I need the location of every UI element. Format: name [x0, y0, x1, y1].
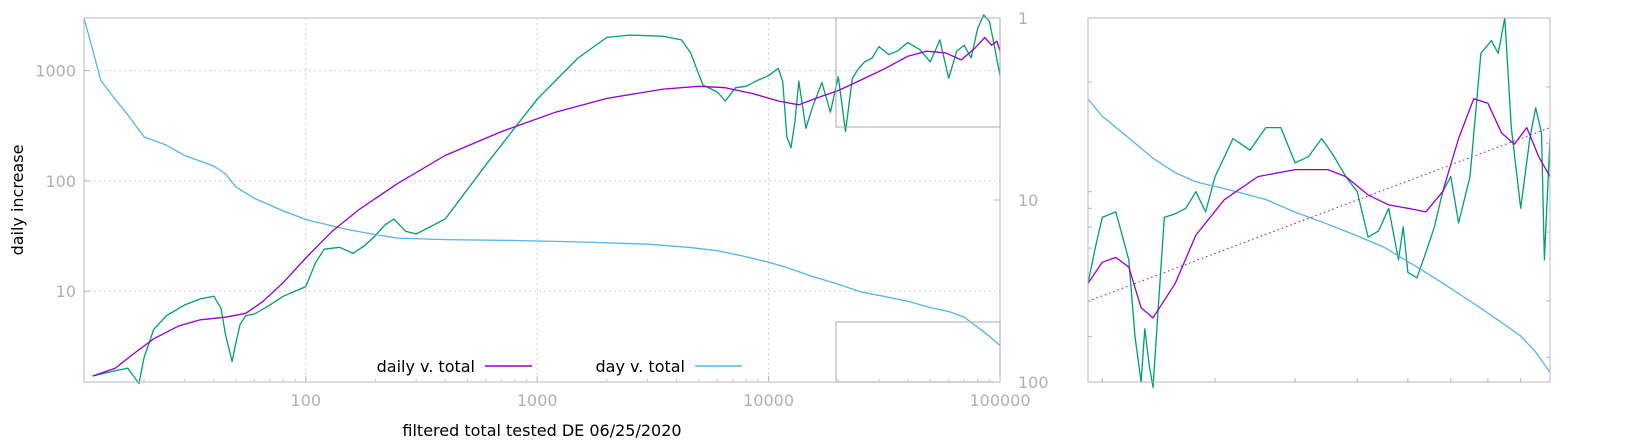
- main-series-layer: [83, 14, 1001, 385]
- x-tick-label-2: 10000: [743, 391, 794, 410]
- inset-series-line-3: [1087, 17, 1551, 389]
- x-tick-label-1: 1000: [517, 391, 558, 410]
- x-axis-title: filtered total tested DE 06/25/2020: [402, 421, 681, 440]
- inset-series-line-1: [1087, 98, 1551, 373]
- inset-plot-frame: [1087, 17, 1551, 383]
- legend: daily v. total day v. total: [377, 357, 742, 376]
- x-tick-label-0: 100: [291, 391, 322, 410]
- main-plot-frame: [83, 17, 1001, 383]
- main-series-line-raw: [92, 14, 1001, 385]
- x-tick-label-3: 100000: [969, 391, 1030, 410]
- main-gridlines: [84, 18, 1000, 382]
- inset-series-line-0: [1087, 98, 1551, 319]
- legend-label-day: day v. total: [596, 357, 686, 376]
- y2-tick-label-2: 100: [1018, 373, 1049, 392]
- inset-tick-marks: [1088, 81, 1550, 382]
- legend-label-daily: daily v. total: [377, 357, 475, 376]
- y-tick-label-1: 100: [45, 172, 76, 191]
- main-tick-labels: 100 1000 10000 100000 10 100 1000 1 10 100: [35, 9, 1048, 410]
- y-tick-label-2: 1000: [35, 62, 76, 81]
- main-series-line-daily-v-total: [92, 36, 1001, 377]
- inset-series-line-2: [1087, 127, 1551, 302]
- main-series-line-day-v-total: [83, 17, 1001, 346]
- zoom-region-box-lower: [835, 321, 1001, 383]
- inset-series-layer: [1087, 17, 1551, 389]
- y-axis-title: daily increase: [8, 145, 27, 256]
- y2-tick-label-0: 1: [1018, 9, 1028, 28]
- y2-tick-label-1: 10: [1018, 191, 1038, 210]
- zoom-region-box: [835, 17, 1001, 128]
- y-tick-label-0: 10: [56, 282, 76, 301]
